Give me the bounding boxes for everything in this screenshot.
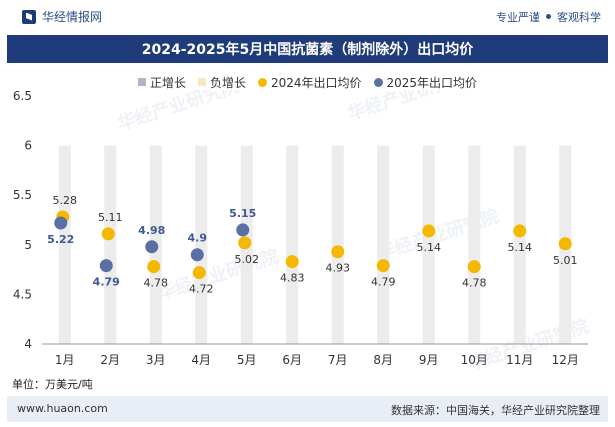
slogan: 专业严谨 客观科学 (496, 9, 601, 25)
x-tick-label: 9月 (419, 353, 439, 367)
slogan-dot-icon (546, 14, 551, 19)
point-2024 (285, 255, 299, 269)
background-bar (513, 145, 526, 344)
chart-canvas: 华经产业研究院 华经产业研究院华经产业研究院华经产业研究院华经产业研究院44.55… (13, 90, 591, 375)
footer-bar: www.huaon.com 数据来源：中国海关，华经产业研究院整理 (7, 396, 608, 422)
point-2025 (99, 259, 113, 273)
background-bar (331, 145, 344, 344)
brand-logo-icon (22, 9, 36, 24)
footer-website[interactable]: www.huaon.com (17, 402, 108, 415)
legend-rect-swatch-icon (197, 78, 206, 86)
x-tick-label: 8月 (373, 353, 393, 367)
legend-label: 负增长 (209, 75, 246, 90)
point-2025 (54, 216, 68, 230)
legend-rect-swatch-icon (137, 78, 146, 86)
x-tick-label: 7月 (328, 353, 348, 367)
legend-circle-swatch-icon (257, 77, 267, 87)
x-tick-label: 10月 (461, 353, 488, 367)
x-tick-label: 5月 (237, 353, 257, 367)
chart-title: 2024-2025年5月中国抗菌素（制剂除外）出口均价 (141, 42, 474, 58)
point-2025 (236, 223, 250, 237)
data-label-2024: 4.72 (189, 283, 214, 296)
unit-label: 单位：万美元/吨 (12, 378, 93, 391)
y-tick-label: 4.5 (13, 287, 32, 301)
legend-label: 正增长 (149, 75, 186, 90)
point-2024 (238, 236, 252, 250)
background-bar (195, 145, 208, 344)
background-bar (468, 145, 481, 344)
point-2024 (467, 260, 481, 274)
x-tick-label: 11月 (506, 353, 533, 367)
point-2024 (331, 245, 345, 259)
y-tick-label: 6.5 (13, 90, 32, 103)
data-label-2024: 5.02 (235, 253, 260, 266)
header-bar: 华经情报网 专业严谨 客观科学 (0, 0, 615, 34)
chart-legend: 正增长 负增长 2024年出口均价 2025年出口均价 (0, 72, 615, 92)
data-label-2024: 4.79 (371, 276, 396, 289)
data-label-2025: 4.79 (93, 276, 120, 289)
brand-name: 华经情报网 (42, 10, 103, 24)
point-2025 (145, 240, 159, 254)
x-tick-label: 4月 (191, 353, 211, 367)
data-label-2024: 5.28 (53, 194, 78, 207)
brand-logo[interactable]: 华经情报网 (22, 8, 102, 25)
legend-item[interactable]: 负增长 (197, 74, 246, 91)
legend-circle-swatch-icon (373, 77, 383, 87)
y-tick-label: 6 (24, 139, 32, 153)
chart-title-bar: 2024-2025年5月中国抗菌素（制剂除外）出口均价 (7, 35, 608, 63)
x-tick-label: 6月 (282, 353, 302, 367)
data-label-2025: 5.22 (47, 233, 74, 246)
legend-item[interactable]: 2025年出口均价 (373, 74, 478, 91)
data-label-2025: 5.15 (229, 207, 256, 220)
point-2024 (376, 259, 390, 273)
data-label-2024: 5.14 (417, 241, 442, 254)
point-2024 (101, 227, 115, 241)
footer-source: 数据来源：中国海关，华经产业研究院整理 (391, 404, 600, 417)
legend-item[interactable]: 正增长 (137, 74, 186, 91)
data-label-2024: 4.78 (462, 277, 487, 290)
background-bar (104, 145, 117, 344)
point-2024 (192, 266, 206, 280)
y-tick-label: 5.5 (13, 188, 32, 202)
background-bar (377, 145, 390, 344)
point-2024 (513, 224, 527, 238)
y-tick-label: 4 (24, 337, 32, 351)
data-label-2025: 4.9 (188, 232, 208, 245)
data-label-2024: 5.01 (553, 254, 578, 267)
x-tick-label: 12月 (552, 353, 579, 367)
background-bar (422, 145, 435, 344)
background-bar (286, 145, 299, 344)
background-bar (58, 145, 71, 344)
watermark-text: 华经产业研究院 (155, 245, 282, 305)
data-label-2024: 4.78 (144, 277, 169, 290)
watermark-text: 华经产业研究院 (345, 90, 472, 125)
point-2024 (558, 237, 572, 251)
x-tick-label: 3月 (146, 353, 166, 367)
data-label-2024: 4.93 (326, 262, 351, 275)
legend-item[interactable]: 2024年出口均价 (257, 74, 362, 91)
x-tick-label: 1月 (55, 353, 75, 367)
y-tick-label: 5 (24, 238, 32, 252)
data-label-2025: 4.98 (138, 224, 165, 237)
point-2025 (190, 248, 204, 262)
slogan-right: 客观科学 (557, 11, 601, 24)
data-label-2024: 4.83 (280, 272, 305, 285)
data-label-2024: 5.14 (508, 241, 533, 254)
x-tick-label: 2月 (100, 353, 120, 367)
legend-label: 2025年出口均价 (386, 75, 478, 90)
slogan-left: 专业严谨 (496, 11, 540, 24)
watermark-text: 华经产业研究院 (375, 205, 502, 265)
point-2024 (422, 224, 436, 238)
point-2024 (147, 260, 161, 274)
legend-label: 2024年出口均价 (270, 75, 362, 90)
data-label-2024: 5.11 (98, 211, 123, 224)
watermark-text: 华经产业研究院 (115, 90, 242, 135)
